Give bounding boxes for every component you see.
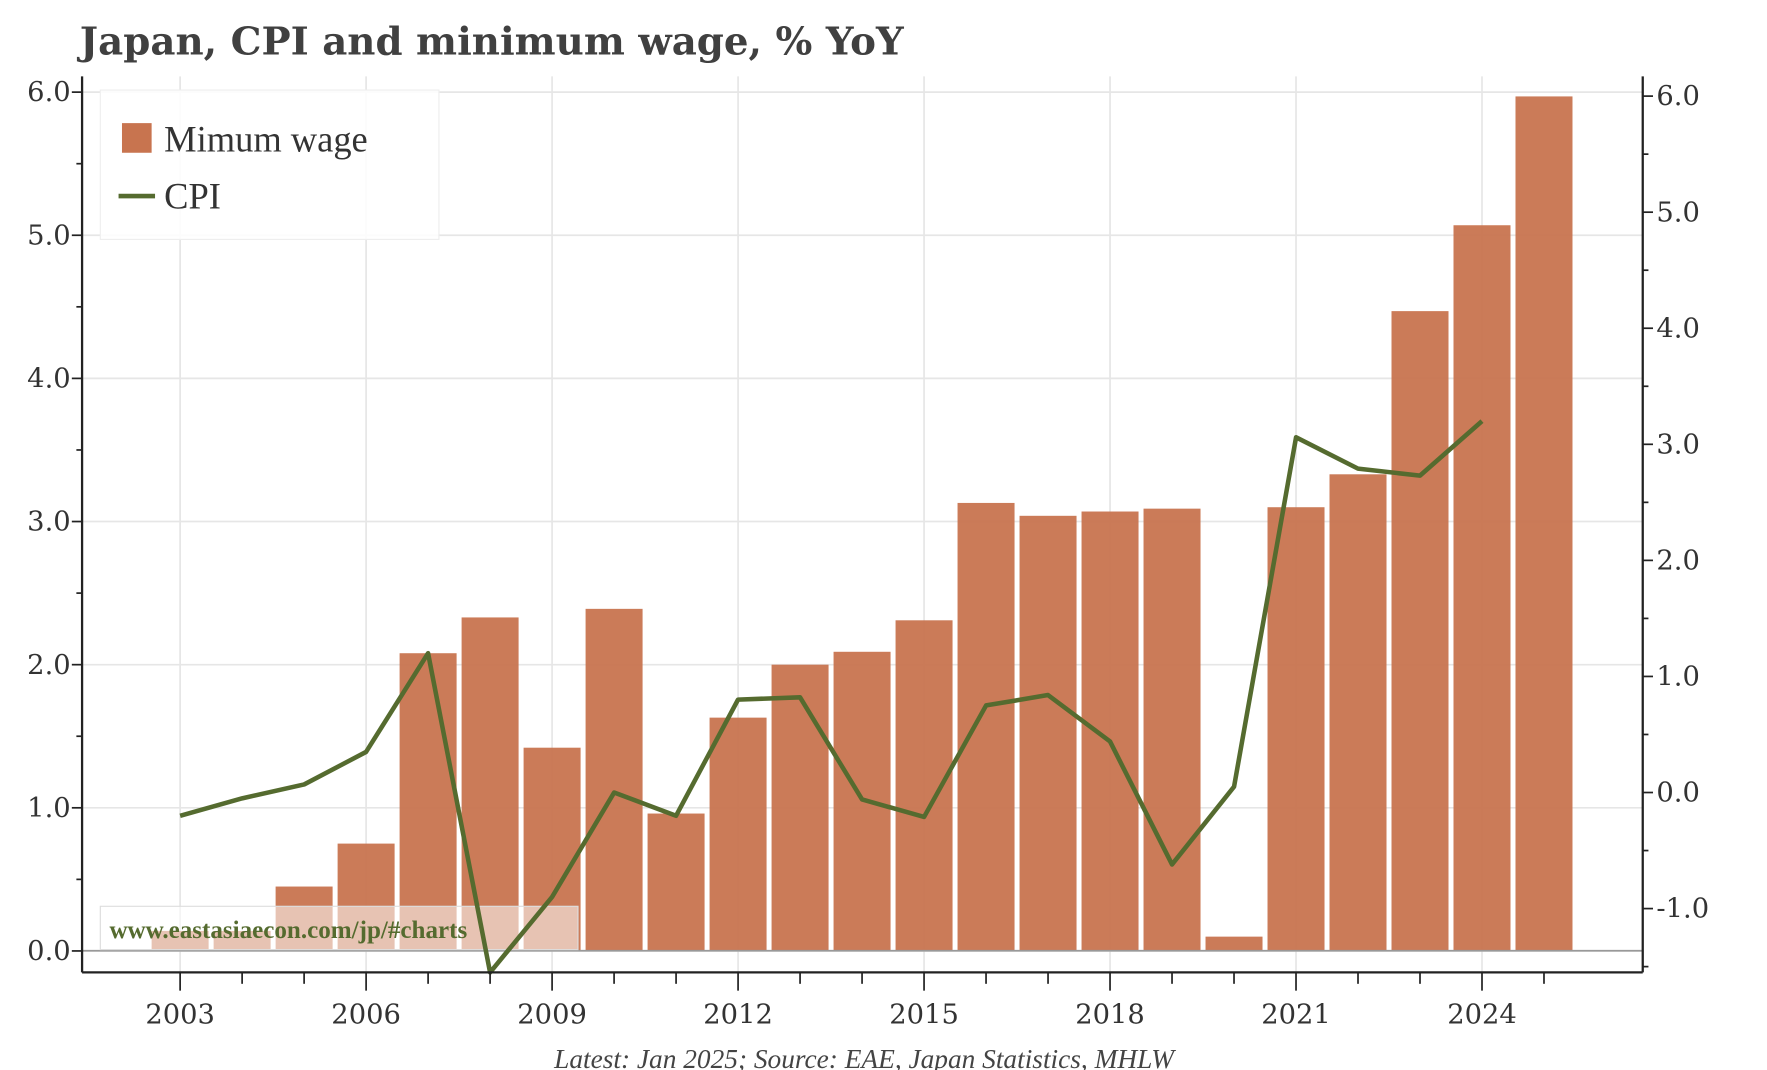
cpi-line (179, 419, 1484, 975)
bar-2023 (1391, 311, 1449, 951)
bar-2024 (1453, 225, 1511, 951)
legend-swatch-minimum-wage (121, 123, 152, 153)
x-tick-label: 2012 (703, 1000, 773, 1031)
legend-label-cpi: CPI (164, 177, 221, 217)
bar-2017 (1019, 515, 1077, 951)
x-tick-label: 2018 (1075, 1000, 1145, 1031)
bar-2019 (1143, 508, 1201, 951)
x-tick-label: 2015 (889, 1000, 959, 1031)
legend: Mimum wage CPI (99, 89, 440, 240)
right-tick-label: -1.0 (1656, 894, 1709, 925)
x-tick-label: 2024 (1447, 1000, 1517, 1031)
bar-2025 (1515, 96, 1573, 951)
bar-2018 (1081, 511, 1139, 951)
right-tick-label: 3.0 (1656, 429, 1700, 460)
x-tick-label: 2021 (1261, 1000, 1331, 1031)
left-tick-label: 3.0 (27, 507, 70, 538)
bar-2007 (399, 653, 457, 951)
left-tick-label: 2.0 (27, 650, 70, 681)
chart-title: Japan, CPI and minimum wage, % YoY (77, 20, 905, 65)
right-tick-label: 6.0 (1656, 81, 1700, 112)
source-note: Latest: Jan 2025; Source: EAE, Japan Sta… (553, 1044, 1176, 1070)
bar-2010 (585, 608, 643, 951)
bar-2022 (1329, 474, 1387, 951)
right-tick-label: 1.0 (1656, 662, 1700, 693)
legend-label-minimum-wage: Mimum wage (164, 120, 368, 160)
bar-2020 (1205, 936, 1263, 951)
right-tick-label: 5.0 (1656, 197, 1700, 228)
left-tick-label: 6.0 (27, 77, 70, 108)
left-tick-label: 5.0 (27, 220, 70, 251)
bar-2012 (709, 717, 767, 951)
x-tick-label: 2009 (517, 1000, 587, 1031)
right-tick-label: 4.0 (1656, 313, 1700, 344)
right-tick-label: 0.0 (1656, 778, 1700, 809)
left-tick-label: 4.0 (27, 364, 70, 395)
x-tick-label: 2006 (331, 1000, 401, 1031)
bar-2008 (461, 617, 519, 951)
bar-2013 (771, 664, 829, 951)
bar-2021 (1267, 507, 1325, 951)
watermark: www.eastasiaecon.com/jp/#charts (109, 917, 467, 944)
bar-2016 (957, 502, 1015, 951)
bar-2011 (647, 813, 705, 951)
watermark-box (99, 905, 579, 951)
left-tick-label: 1.0 (27, 793, 70, 824)
axes: 0.0 1.0 2.0 3.0 4.0 5.0 6.0 -1.0 0.0 1.0 2.0 3.0 4.0… (27, 76, 1709, 1031)
right-tick-label: 2.0 (1656, 545, 1700, 576)
x-tick-label: 2003 (145, 1000, 215, 1031)
left-tick-label: 0.0 (27, 936, 70, 967)
